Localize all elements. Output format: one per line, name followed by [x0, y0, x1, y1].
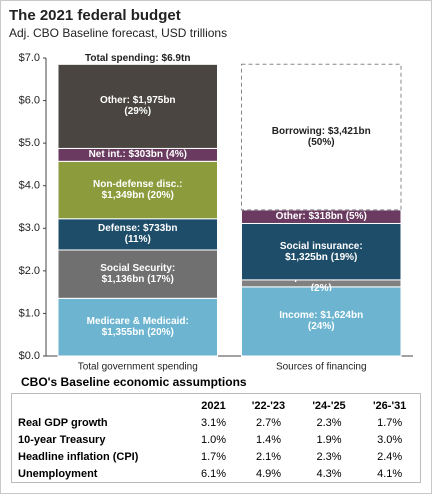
table-cell: 3.0%	[377, 433, 403, 446]
segment-label: Other: $1,975bn (29%)	[99, 95, 176, 118]
segment-label-box: Defense: $733bn (11%)	[98, 223, 178, 246]
bar-segment	[57, 63, 218, 149]
table-cell: 2.3%	[316, 450, 342, 463]
total-label: Total spending: $6.9tn	[85, 53, 190, 64]
y-tick-label: $3.0	[19, 222, 40, 234]
table-cell: 2.3%	[316, 416, 342, 429]
table: 2021 '22-'23 '24-'25 '26-'31 Real GDP growth…	[11, 393, 421, 483]
header-cell: 2021	[201, 399, 226, 412]
y-tick-label: $5.0	[19, 137, 40, 149]
segment-label: Social Security: $1,136bn (17%)	[100, 263, 176, 286]
header-cell: '26-'31	[372, 399, 407, 412]
table-cell: 1.4%	[255, 433, 282, 446]
row-label: 10-year Treasury	[18, 433, 106, 446]
table-cell: 6.1%	[200, 467, 227, 480]
table-cell: 1.7%	[377, 416, 403, 429]
table-row: Unemployment 6.1% 4.9% 4.3% 4.1%	[12, 465, 421, 483]
table-cell: 4.3%	[316, 467, 342, 480]
chart-subtitle: Adj. CBO Baseline forecast, USD trillion…	[9, 26, 227, 40]
row-label: Real GDP growth	[18, 416, 108, 429]
segment-label: Medicare & Medicaid: $1,355bn (20%)	[86, 316, 189, 339]
header-cell: '22-'23	[251, 399, 286, 412]
segment-label: Defense: $733bn (11%)	[98, 223, 178, 246]
segment-label-box: Income: $1,624bn (24%)	[279, 310, 364, 333]
segment-label: Non-defense disc.: $1,349bn (20%)	[93, 179, 183, 202]
bar-segment	[241, 222, 402, 281]
segment-label-box: Other: $318bn (5%)	[275, 211, 367, 223]
y-tick-label: $6.0	[19, 94, 40, 106]
segment-label: Social insurance: $1,325bn (19%)	[279, 240, 363, 263]
table-cell: 1.9%	[316, 433, 342, 446]
segment-label-box: Net int.: $303bn (4%)	[88, 149, 187, 161]
table-cell: 1.7%	[200, 450, 227, 463]
y-tick-label: $2.0	[19, 265, 40, 277]
x-tick-label: Total government spending	[78, 362, 198, 373]
header-row: 2021 '22-'23 '24-'25 '26-'31	[12, 394, 421, 415]
segment-label-box: Medicare & Medicaid: $1,355bn (20%)	[86, 316, 189, 339]
table-row: Headline inflation (CPI) 1.7% 2.1% 2.3% 2.4%	[12, 448, 421, 465]
bar-segment	[57, 160, 218, 220]
table-cell: 2.4%	[377, 450, 403, 463]
x-tick-label: Sources of financing	[276, 362, 367, 373]
bar-segment	[241, 286, 402, 357]
bar-segment	[57, 249, 218, 299]
bar-segment	[241, 63, 402, 211]
table-cell: 2.7%	[255, 416, 282, 429]
table-cell: 2.1%	[255, 450, 282, 463]
table-cell: 4.9%	[255, 467, 282, 480]
y-tick-label: $1.0	[19, 307, 40, 319]
segment-label-box: Other: $1,975bn (29%)	[99, 95, 176, 118]
table-cell: 1.0%	[200, 433, 227, 446]
segment-label: Income: $1,624bn (24%)	[279, 310, 364, 333]
y-tick-label: $7.0	[19, 52, 40, 64]
segment-label-box: Non-defense disc.: $1,349bn (20%)	[93, 179, 183, 202]
y-tick-label: $4.0	[19, 180, 40, 192]
bar-segment	[241, 209, 402, 224]
segment-label-box: Social Security: $1,136bn (17%)	[100, 263, 176, 286]
segment-label: Borrowing: $3,421bn (50%)	[271, 126, 371, 149]
table-title: CBO's Baseline economic assumptions	[21, 375, 247, 389]
header-cell: '24-'25	[312, 399, 346, 412]
table-cell: 3.1%	[200, 416, 227, 429]
segment-label: Other: $318bn (5%)	[275, 211, 367, 223]
chart: The 2021 federal budget Adj. CBO Baselin…	[9, 7, 413, 373]
segment-label-box: Social insurance: $1,325bn (19%)	[279, 240, 363, 263]
header-cell	[12, 394, 189, 415]
bar-segment	[57, 218, 218, 251]
table-row: 10-year Treasury 1.0% 1.4% 1.9% 3.0%	[12, 431, 421, 448]
segment-label-box: Borrowing: $3,421bn (50%)	[271, 126, 371, 149]
table-cell: 4.1%	[377, 467, 403, 480]
chart-title: The 2021 federal budget	[9, 7, 181, 24]
row-label: Unemployment	[18, 467, 98, 480]
row-label: Headline inflation (CPI)	[18, 450, 139, 463]
y-tick-label: $0.0	[19, 350, 40, 362]
table-row: Real GDP growth 3.1% 2.7% 2.3% 1.7%	[12, 414, 421, 431]
segment-label: Net int.: $303bn (4%)	[88, 149, 187, 161]
